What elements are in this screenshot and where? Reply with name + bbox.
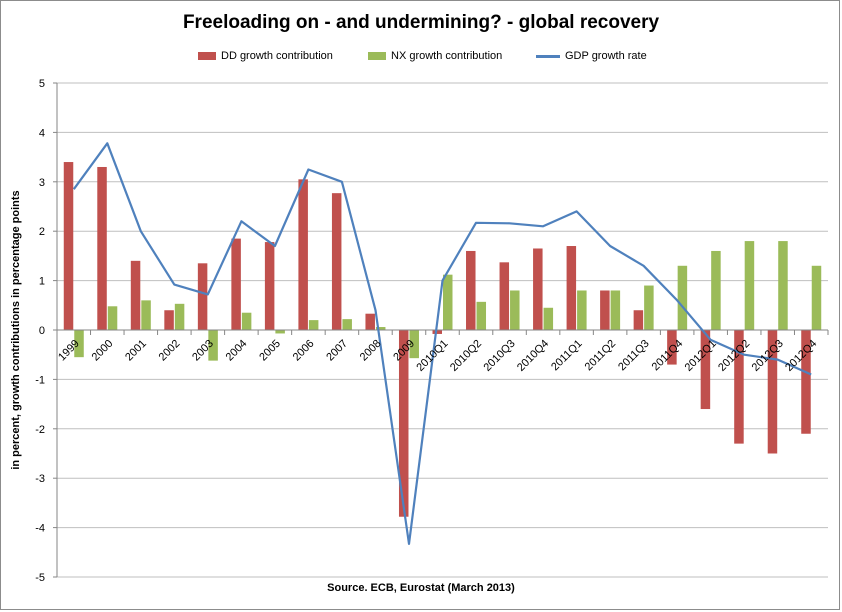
bar-nx xyxy=(711,250,721,330)
bar-dd xyxy=(767,330,778,454)
bar-nx xyxy=(778,241,788,330)
bar-dd xyxy=(197,263,208,330)
bar-nx xyxy=(241,312,252,330)
legend-item-gdp: GDP growth rate xyxy=(536,50,647,62)
y-tick-label: 3 xyxy=(39,177,45,189)
bar-nx xyxy=(74,330,84,358)
y-tick-label: 5 xyxy=(39,78,45,90)
bar-dd xyxy=(365,313,375,330)
bar-dd xyxy=(398,330,409,517)
y-tick-label: 4 xyxy=(39,127,45,139)
bar-dd xyxy=(466,250,476,330)
bar-dd xyxy=(700,330,711,410)
bar-nx xyxy=(107,306,118,330)
y-tick-label: -5 xyxy=(35,572,45,584)
line-gdp xyxy=(72,142,812,546)
bar-nx xyxy=(208,330,218,361)
x-tick-label: 2011Q3 xyxy=(616,338,652,374)
x-tick-label: 2011Q2 xyxy=(583,338,619,374)
bar-nx xyxy=(308,320,319,330)
bar-dd xyxy=(667,330,677,365)
y-tick-label: 1 xyxy=(39,276,45,288)
x-tick-label: 2011Q1 xyxy=(549,338,585,374)
bar-dd xyxy=(734,330,744,444)
legend-item-nx: NX growth contribution xyxy=(368,50,502,62)
chart-title: Freeloading on - and undermining? - glob… xyxy=(182,12,660,33)
bar-dd xyxy=(231,238,241,330)
bar-dd xyxy=(298,179,308,330)
x-tick-label: 2010Q3 xyxy=(481,338,517,374)
bar-nx xyxy=(811,265,822,330)
bar-nx xyxy=(443,274,453,330)
bar-dd xyxy=(164,310,174,330)
legend-label-gdp: GDP growth rate xyxy=(565,50,647,62)
bar-nx xyxy=(342,319,352,330)
bar-dd xyxy=(63,162,74,330)
y-tick-label: -4 xyxy=(35,523,45,535)
bar-nx xyxy=(744,241,755,330)
y-tick-label: -1 xyxy=(35,374,45,386)
bar-dd xyxy=(633,310,644,330)
bar-dd xyxy=(801,330,811,434)
x-tick-label: 2001 xyxy=(123,338,149,364)
y-tick-label: 2 xyxy=(39,226,45,238)
legend: DD growth contribution NX growth contrib… xyxy=(0,50,842,68)
bar-nx xyxy=(577,290,587,330)
legend-item-dd: DD growth contribution xyxy=(198,50,333,62)
bar-nx xyxy=(375,327,386,330)
bar-nx xyxy=(677,265,688,330)
bar-dd xyxy=(130,260,141,330)
legend-swatch-gdp xyxy=(536,54,560,58)
legend-label-nx: NX growth contribution xyxy=(391,50,503,62)
bar-nx xyxy=(610,290,621,330)
x-tick-label: 2002 xyxy=(157,338,183,364)
legend-swatch-dd xyxy=(198,52,216,61)
bar-dd xyxy=(600,290,610,330)
bar-nx xyxy=(141,300,151,330)
bar-dd xyxy=(331,193,342,330)
bar-nx xyxy=(174,303,185,330)
legend-swatch-nx xyxy=(368,52,386,61)
bar-dd xyxy=(432,330,442,334)
bar-nx xyxy=(644,285,654,330)
y-tick-label: -2 xyxy=(35,424,45,436)
bar-dd xyxy=(97,166,107,330)
bar-nx xyxy=(543,307,554,330)
legend-label-dd: DD growth contribution xyxy=(221,50,333,62)
bar-dd xyxy=(264,242,275,330)
x-tick-label: 2010Q1 xyxy=(414,338,450,374)
bar-dd xyxy=(499,262,510,330)
x-axis-title: Source. ECB, Eurostat (March 2013) xyxy=(327,582,515,594)
x-tick-label: 2006 xyxy=(291,338,317,364)
x-tick-label: 2000 xyxy=(90,338,116,364)
bar-nx xyxy=(510,290,520,330)
x-tick-label: 2007 xyxy=(324,338,350,364)
bar-dd xyxy=(533,248,543,330)
bar-nx xyxy=(275,330,285,334)
x-tick-label: 2010Q4 xyxy=(515,338,551,374)
y-tick-label: -3 xyxy=(35,473,45,485)
x-tick-label: 2005 xyxy=(257,338,283,364)
y-tick-label: 0 xyxy=(39,325,45,337)
x-tick-label: 2010Q2 xyxy=(448,338,484,374)
bar-nx xyxy=(409,330,419,359)
bar-nx xyxy=(476,301,487,330)
bar-dd xyxy=(566,246,577,330)
x-tick-label: 2004 xyxy=(224,338,250,364)
